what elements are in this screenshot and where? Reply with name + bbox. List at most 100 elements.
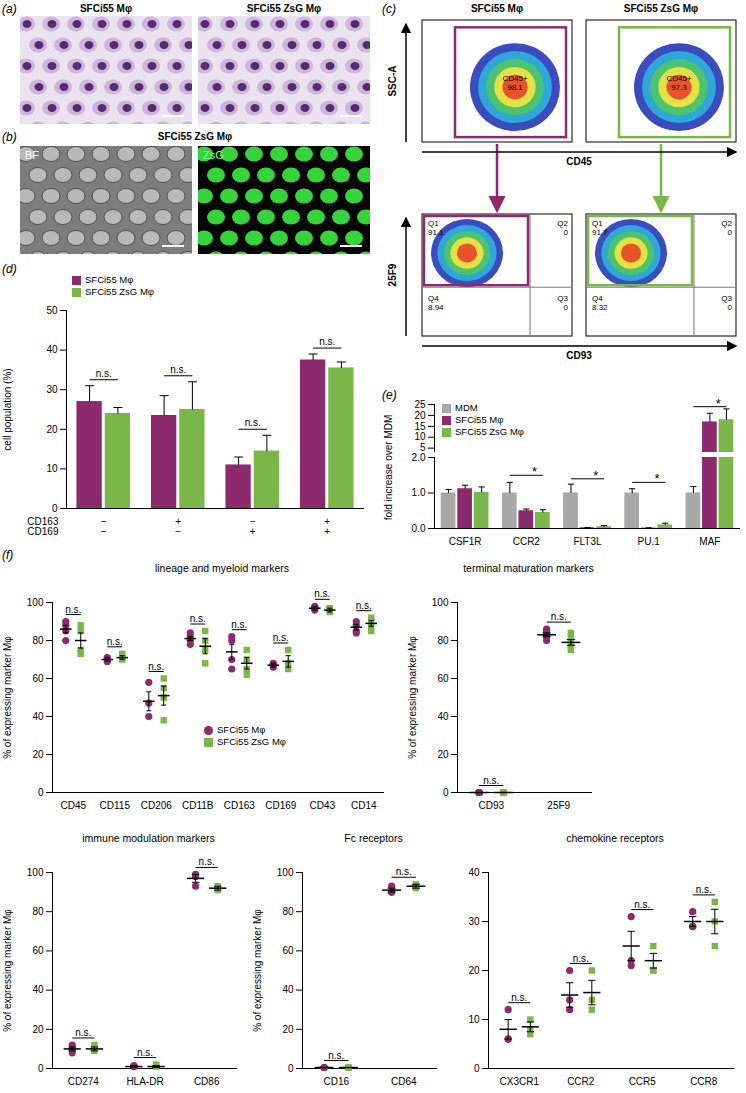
svg-text:n.s.: n.s. bbox=[96, 368, 112, 379]
svg-text:60: 60 bbox=[437, 673, 449, 684]
svg-text:Q3: Q3 bbox=[721, 294, 732, 303]
svg-text:Q2: Q2 bbox=[557, 219, 568, 228]
svg-text:*: * bbox=[593, 468, 598, 483]
svg-text:CX3CR1: CX3CR1 bbox=[500, 1076, 540, 1087]
svg-text:n.s.: n.s. bbox=[199, 856, 215, 867]
svg-text:n.s.: n.s. bbox=[483, 775, 499, 786]
svg-text:CD11B: CD11B bbox=[182, 800, 214, 811]
svg-text:n.s.: n.s. bbox=[319, 336, 335, 347]
svg-text:CD45: CD45 bbox=[566, 156, 592, 167]
svg-text:CD163: CD163 bbox=[224, 800, 256, 811]
svg-text:CD169: CD169 bbox=[265, 800, 297, 811]
svg-text:CD274: CD274 bbox=[68, 1076, 100, 1087]
svg-text:100: 100 bbox=[27, 597, 44, 608]
svg-text:n.s.: n.s. bbox=[511, 992, 527, 1003]
svg-text:25F9: 25F9 bbox=[547, 800, 570, 811]
svg-text:97.3: 97.3 bbox=[671, 83, 687, 92]
svg-text:n.s.: n.s. bbox=[170, 364, 186, 375]
svg-text:CCR2: CCR2 bbox=[567, 1076, 595, 1087]
svg-text:*: * bbox=[716, 396, 721, 411]
svg-text:30: 30 bbox=[468, 916, 480, 927]
svg-text:*: * bbox=[532, 464, 537, 479]
svg-text:100: 100 bbox=[27, 867, 44, 878]
svg-text:% of expressing marker Mφ: % of expressing marker Mφ bbox=[407, 636, 418, 759]
svg-text:n.s.: n.s. bbox=[107, 636, 123, 647]
svg-text:25F9: 25F9 bbox=[387, 263, 398, 286]
svg-text:CD93: CD93 bbox=[566, 350, 592, 361]
svg-text:0: 0 bbox=[288, 1063, 294, 1074]
svg-text:40: 40 bbox=[32, 711, 44, 722]
svg-text:n.s.: n.s. bbox=[137, 1047, 153, 1058]
svg-text:CCR5: CCR5 bbox=[629, 1076, 657, 1087]
svg-text:% of expressing marker Mφ: % of expressing marker Mφ bbox=[2, 636, 13, 759]
svg-text:SFCi55 Mφ: SFCi55 Mφ bbox=[471, 3, 523, 14]
svg-text:CD206: CD206 bbox=[141, 800, 173, 811]
svg-text:20: 20 bbox=[437, 749, 449, 760]
svg-text:80: 80 bbox=[437, 635, 449, 646]
svg-text:SFCi55 ZsG Mφ: SFCi55 ZsG Mφ bbox=[624, 3, 698, 14]
svg-text:% of expressing marker Mφ: % of expressing marker Mφ bbox=[2, 909, 13, 1032]
svg-text:60: 60 bbox=[282, 945, 294, 956]
svg-text:0: 0 bbox=[474, 1063, 480, 1074]
svg-text:HLA-DR: HLA-DR bbox=[126, 1076, 163, 1087]
svg-text:10: 10 bbox=[468, 1014, 480, 1025]
svg-text:BF: BF bbox=[25, 149, 39, 161]
svg-text:15: 15 bbox=[414, 421, 426, 432]
svg-text:−−: −− bbox=[101, 516, 107, 537]
svg-text:n.s.: n.s. bbox=[148, 661, 164, 672]
svg-text:ZsG: ZsG bbox=[203, 149, 224, 161]
svg-text:30: 30 bbox=[46, 384, 58, 395]
svg-text:0: 0 bbox=[443, 787, 449, 798]
svg-text:% of expressing marker Mφ: % of expressing marker Mφ bbox=[252, 909, 263, 1032]
svg-text:−+: −+ bbox=[250, 516, 256, 537]
svg-text:40: 40 bbox=[46, 344, 58, 355]
svg-text:91.7: 91.7 bbox=[592, 228, 608, 237]
svg-text:CD45+: CD45+ bbox=[502, 74, 527, 83]
svg-text:CCR8: CCR8 bbox=[690, 1076, 718, 1087]
svg-text:CD14: CD14 bbox=[351, 800, 377, 811]
svg-text:0: 0 bbox=[38, 1063, 44, 1074]
svg-text:40: 40 bbox=[32, 984, 44, 995]
svg-text:10: 10 bbox=[414, 431, 426, 442]
svg-text:++: ++ bbox=[324, 516, 330, 537]
svg-text:20: 20 bbox=[468, 965, 480, 976]
svg-text:n.s.: n.s. bbox=[273, 632, 289, 643]
svg-text:20: 20 bbox=[32, 1024, 44, 1035]
svg-text:0: 0 bbox=[38, 787, 44, 798]
svg-text:20: 20 bbox=[414, 410, 426, 421]
svg-text:n.s.: n.s. bbox=[65, 604, 81, 615]
svg-text:10: 10 bbox=[46, 463, 58, 474]
svg-text:CD16: CD16 bbox=[323, 1076, 349, 1087]
svg-text:8.94: 8.94 bbox=[428, 303, 444, 312]
svg-text:80: 80 bbox=[32, 635, 44, 646]
svg-text:20: 20 bbox=[46, 424, 58, 435]
svg-text:n.s.: n.s. bbox=[551, 611, 567, 622]
svg-text:40: 40 bbox=[282, 984, 294, 995]
svg-text:Q1: Q1 bbox=[428, 219, 439, 228]
svg-text:100: 100 bbox=[277, 867, 294, 878]
svg-text:PU.1: PU.1 bbox=[638, 536, 661, 547]
svg-text:Q4: Q4 bbox=[592, 294, 603, 303]
svg-text:n.s.: n.s. bbox=[231, 619, 247, 630]
svg-text:Q3: Q3 bbox=[557, 294, 568, 303]
svg-text:n.s.: n.s. bbox=[356, 600, 372, 611]
svg-text:91.1: 91.1 bbox=[428, 228, 444, 237]
svg-text:CD93: CD93 bbox=[478, 800, 504, 811]
svg-text:20: 20 bbox=[32, 749, 44, 760]
svg-text:2.0: 2.0 bbox=[412, 452, 426, 463]
svg-text:CD115: CD115 bbox=[100, 800, 131, 811]
svg-text:80: 80 bbox=[282, 906, 294, 917]
svg-text:n.s.: n.s. bbox=[314, 588, 330, 599]
svg-text:100: 100 bbox=[432, 597, 449, 608]
svg-text:25: 25 bbox=[414, 399, 426, 410]
svg-text:CCR2: CCR2 bbox=[513, 536, 541, 547]
svg-text:n.s.: n.s. bbox=[190, 613, 206, 624]
svg-text:0.0: 0.0 bbox=[412, 523, 426, 534]
svg-text:0: 0 bbox=[564, 228, 569, 237]
svg-text:+−: +− bbox=[175, 516, 181, 537]
svg-text:MAF: MAF bbox=[699, 536, 720, 547]
svg-text:n.s.: n.s. bbox=[245, 417, 261, 428]
svg-text:0: 0 bbox=[728, 303, 733, 312]
svg-text:CD45: CD45 bbox=[60, 800, 86, 811]
svg-text:0: 0 bbox=[564, 303, 569, 312]
